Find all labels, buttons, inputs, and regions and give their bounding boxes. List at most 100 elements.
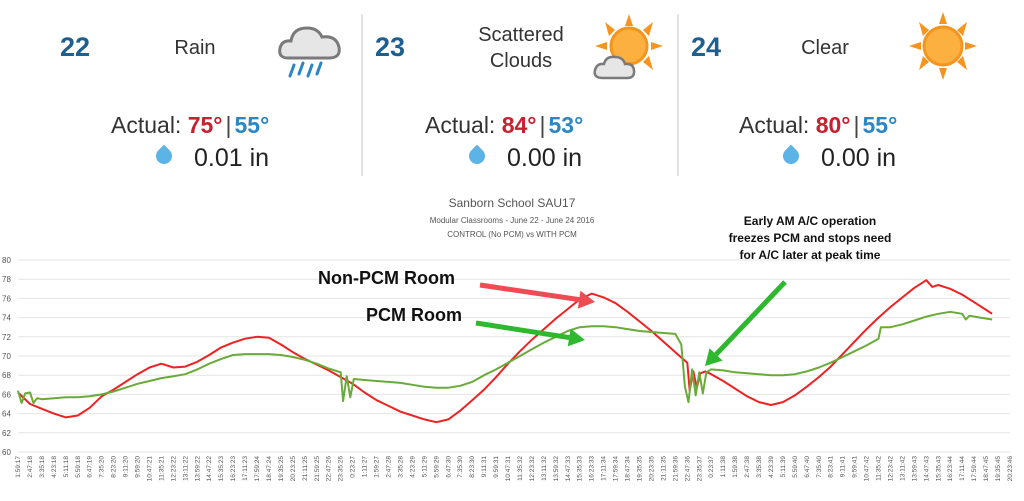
x-tick-label: 22:47:26 [326,456,333,482]
x-tick-label: 21:11:25 [302,456,309,481]
x-tick-label: 5:59:40 [792,456,799,478]
ac-note: Early AM A/C operation freezes PCM and s… [690,213,930,264]
condition-label: Rain [174,37,216,59]
x-tick-label: 6:47:19 [87,456,94,478]
x-tick-label: 3:35:38 [756,456,763,478]
condition-label: Clear [801,37,849,59]
x-tick-label: 14:47:43 [923,456,930,482]
x-tick-label: 19:35:35 [636,456,643,482]
precip-value: 0.00 in [507,144,583,172]
weather-panel-23: 23 Scattered Clouds Actual: 84° | 53° 0.00… [363,0,677,190]
weather-panel-24: 24 Clear Actual: 80° | 55° 0.00 in [679,0,1024,190]
y-tick-label: 68 [2,371,11,380]
y-tick-label: 70 [2,352,11,361]
x-tick-label: 12:23:42 [887,456,894,482]
x-tick-label: 18:47:45 [983,456,990,482]
x-tick-label: 5:59:29 [433,456,440,478]
x-tick-label: 6:47:40 [804,456,811,478]
x-tick-label: 4:23:29 [409,456,416,478]
x-tick-label: 20:23:46 [1007,456,1014,482]
x-tick-label: 4:23:39 [768,456,775,478]
x-tick-label: 5:11:18 [63,456,70,478]
x-tick-label: 16:23:33 [589,456,596,482]
precipitation: 0.00 in [779,144,897,173]
x-tick-label: 22:47:36 [684,456,691,482]
x-tick-label: 13:11:22 [182,456,189,481]
x-tick-label: 7:35:30 [457,456,464,478]
x-tick-label: 2:47:38 [744,456,751,478]
actual-label: Actual: [111,112,182,138]
y-tick-label: 76 [2,294,11,303]
panel-divider [361,14,363,176]
precip-value: 0.00 in [821,144,897,172]
x-tick-label: 13:11:32 [541,456,548,481]
chart-subtitle-2: CONTROL (No PCM) vs WITH PCM [447,230,577,239]
x-tick-label: 4:23:18 [51,456,58,478]
x-tick-label: 13:59:32 [553,456,560,482]
x-tick-label: 23:35:37 [696,456,703,482]
x-tick-label: 17:11:44 [959,456,966,481]
x-tick-label: 19:35:25 [278,456,285,482]
x-tick-label: 8:23:30 [469,456,476,478]
x-tick-label: 9:59:31 [493,456,500,478]
pcm-label: PCM Room [366,305,462,325]
sun-icon [909,12,977,80]
x-tick-label: 18:47:34 [625,456,632,482]
x-tick-label: 18:47:24 [266,456,273,482]
x-tick-label: 5:59:18 [75,456,82,478]
x-tick-label: 16:23:23 [230,456,237,482]
x-tick-label: 11:35:42 [876,456,883,481]
chart-subtitle: Modular Classrooms - June 22 - June 24 2… [429,216,595,225]
raindrop-icon [465,144,489,168]
x-tick-label: 9:59:41 [852,456,859,478]
x-tick-label: 12:23:22 [170,456,177,482]
x-tick-label: 11:35:32 [517,456,524,481]
x-tick-label: 13:11:42 [899,456,906,481]
x-tick-label: 10:47:31 [505,456,512,482]
grid-lines [18,259,1010,453]
x-tick-label: 8:23:20 [111,456,118,478]
sun-cloud-icon [593,14,663,80]
x-tick-label: 14:47:22 [206,456,213,482]
raindrop-icon [779,144,803,168]
y-tick-label: 78 [2,275,11,284]
low-temp: 55° [234,112,270,138]
x-tick-label: 2:47:18 [27,456,34,478]
x-tick-label: 9:11:20 [123,456,130,478]
x-tick-label: 3:35:18 [39,456,46,478]
ac-note-line-2: freezes PCM and stops need [728,231,892,245]
x-tick-label: 13:59:22 [194,456,201,482]
low-temp: 53° [548,112,584,138]
y-axis-labels: 60 62 64 66 68 70 72 74 76 78 80 [2,256,11,457]
x-tick-label: 15:35:43 [935,456,942,482]
x-tick-label: 7:35:40 [816,456,823,478]
x-tick-label: 15:35:33 [577,456,584,482]
x-tick-label: 1:59:27 [374,456,381,478]
day-number: 22 [60,32,91,62]
raindrop-icon [152,144,176,168]
x-tick-label: 1:11:38 [720,456,727,478]
low-temp: 55° [862,112,898,138]
x-tick-label: 20:23:25 [290,456,297,482]
x-tick-label: 8:23:41 [828,456,835,478]
x-tick-label: 21:59:36 [672,456,679,482]
x-tick-label: 23:35:26 [338,456,345,482]
x-tick-label: 21:59:25 [314,456,321,482]
y-tick-label: 64 [2,410,11,419]
weather-panel-22: 22 Rain Actual: 75° | 55° 0.01 in [0,0,360,190]
rain-cloud-icon [278,26,341,78]
high-temp: 75° [187,112,223,138]
x-tick-label: 1:11:27 [362,456,369,478]
ac-note-line-3: for A/C later at peak time [739,248,881,262]
day-number: 24 [691,32,722,62]
temperature-chart: Sanborn School SAU17 Modular Classrooms … [0,190,1024,501]
x-tick-label: 1:59:17 [15,456,22,478]
precipitation: 0.01 in [152,144,269,173]
x-tick-label: 5:11:39 [780,456,787,478]
x-tick-label: 12:23:32 [529,456,536,482]
pcm-series-line [17,310,993,404]
y-tick-label: 80 [2,256,11,265]
x-tick-label: 17:59:44 [971,456,978,482]
actual-temps: Actual: 80° | 55° [739,112,898,138]
annotation-arrows [475,280,787,366]
